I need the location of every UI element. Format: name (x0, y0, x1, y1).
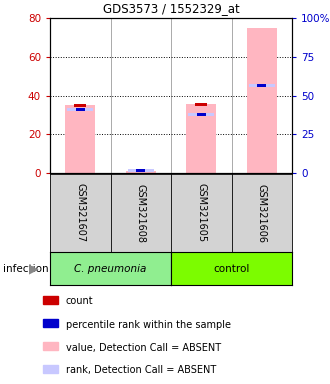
Bar (44, 365, 58, 373)
Text: count: count (66, 296, 93, 306)
Bar (257, 84, 266, 87)
Text: control: control (213, 263, 250, 273)
Bar (247, 28, 277, 173)
Bar (128, 169, 153, 172)
Text: GSM321605: GSM321605 (196, 184, 206, 243)
Text: GSM321606: GSM321606 (257, 184, 267, 243)
Text: infection: infection (3, 263, 49, 273)
Bar (67, 108, 93, 111)
Bar (44, 342, 58, 350)
Bar (65, 105, 95, 173)
Text: C. pneumonia: C. pneumonia (74, 263, 147, 273)
Bar (74, 104, 86, 107)
Bar (136, 169, 145, 172)
Bar (197, 113, 206, 116)
Text: GSM321608: GSM321608 (136, 184, 146, 243)
Text: ▶: ▶ (29, 262, 38, 275)
Bar (249, 84, 275, 87)
Bar (186, 104, 216, 173)
Bar (44, 319, 58, 327)
Bar (195, 103, 207, 106)
Bar (126, 171, 156, 173)
Text: value, Detection Call = ABSENT: value, Detection Call = ABSENT (66, 343, 221, 353)
Bar (44, 296, 58, 304)
Title: GDS3573 / 1552329_at: GDS3573 / 1552329_at (103, 2, 239, 15)
Bar (188, 113, 214, 116)
Text: GSM321607: GSM321607 (75, 184, 85, 243)
Bar (76, 108, 85, 111)
Text: rank, Detection Call = ABSENT: rank, Detection Call = ABSENT (66, 366, 216, 376)
Text: percentile rank within the sample: percentile rank within the sample (66, 319, 231, 329)
